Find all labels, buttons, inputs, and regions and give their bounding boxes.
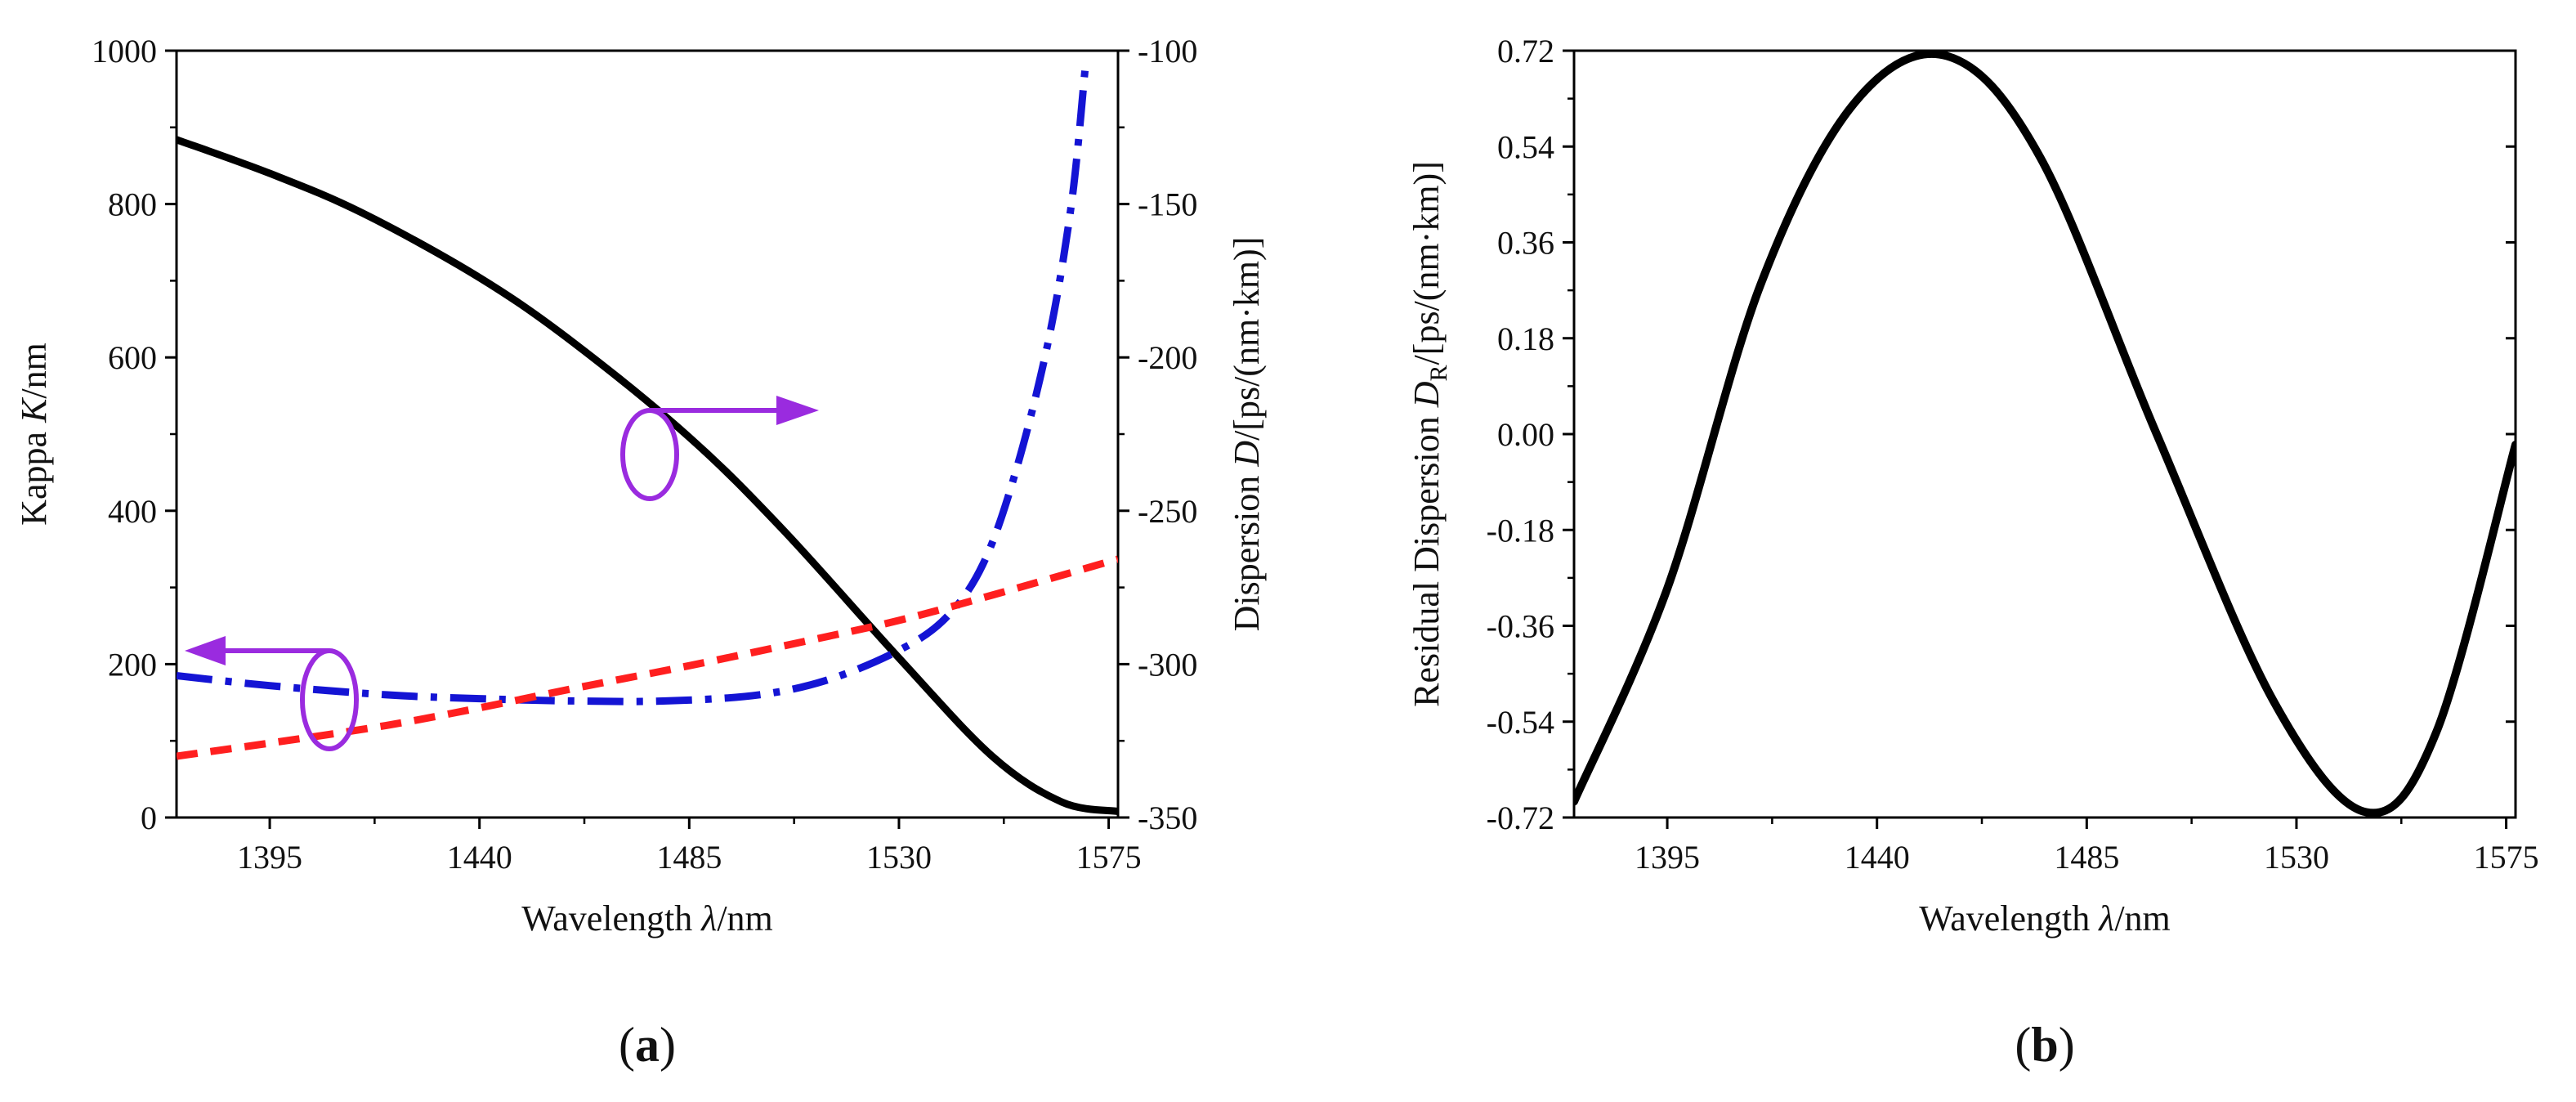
- series-kappa-red-dashed-line: [177, 555, 1118, 760]
- panel-a-y2-tick-label: -100: [1138, 33, 1197, 69]
- panel-a-x-xtick-label: 1440: [447, 839, 512, 876]
- panel-b-y-tick-label: -0.54: [1487, 704, 1554, 741]
- panel-b-y-tick-label: -0.18: [1487, 512, 1554, 549]
- panel-b-y-tick-label: -0.72: [1487, 800, 1554, 836]
- panel-b-ylabel: Residual Dispersion DR/[ps/(nm·km)]: [1407, 161, 1452, 707]
- panel-b-xlabel: Wavelength λ/nm: [1919, 898, 2171, 938]
- panel-a-y2-tick-label: -350: [1138, 800, 1197, 836]
- panel-a-y2label: Dispersion D/[ps/(nm·km)]: [1227, 237, 1267, 632]
- panel-a-x-xtick-label: 1395: [237, 839, 302, 876]
- series-kappa-blue-dashdot-line: [177, 65, 1089, 706]
- series-residual-dispersion-line: [1574, 51, 2516, 818]
- panel-b-y-tick-label: 0.54: [1497, 128, 1554, 165]
- panel-b-x-xtick-label: 1485: [2054, 839, 2119, 876]
- panel-b-y-tick-label: 0.36: [1497, 225, 1554, 262]
- panel-b-plot-area: [1574, 51, 2516, 818]
- panel-a-ylabel: Kappa K/nm: [14, 343, 54, 526]
- panel-a-y-tick-label: 200: [108, 646, 157, 683]
- arrow-right-icon: [776, 396, 819, 425]
- panel-a-label: (a): [619, 1018, 676, 1072]
- panel-a-y2-tick-label: -150: [1138, 186, 1197, 223]
- panel-a: 1395 1440 1485 1530 1575 0 200 400 600 800 1000 -35…: [14, 33, 1267, 1072]
- panel-a-y2-tick-label: -300: [1138, 646, 1197, 683]
- left-axis-marker: [185, 636, 359, 751]
- panel-a-x-xtick-label: 1575: [1076, 839, 1142, 876]
- panel-a-xlabel: Wavelength λ/nm: [521, 898, 773, 938]
- panel-a-x-xtick-label: 1485: [656, 839, 722, 876]
- panel-b-y-tick-label: -0.36: [1487, 608, 1554, 645]
- panel-a-y-tick-label: 600: [108, 339, 157, 376]
- panel-a-y2-tick-label: -250: [1138, 493, 1197, 530]
- panel-a-plot-frame: [175, 49, 1120, 819]
- panel-a-y-tick-label: 1000: [92, 33, 157, 69]
- panel-a-ticks: 1395 1440 1485 1530 1575 0 200 400 600 800 1000 -35…: [92, 33, 1197, 876]
- right-axis-marker: [620, 396, 819, 501]
- panel-b-y-tick-label: 0.18: [1497, 320, 1554, 357]
- panel-b-y-tick-label: 0.72: [1497, 33, 1554, 69]
- panel-a-y-tick-label: 400: [108, 493, 157, 530]
- panel-b-x-xtick-label: 1440: [1845, 839, 1910, 876]
- panel-a-plot-area: [177, 65, 1118, 815]
- panel-b-ticks: 1395 1440 1485 1530 1575 -0.72 -0.54 -0.36 -0.18…: [1487, 33, 2539, 876]
- arrow-left-icon: [185, 636, 226, 665]
- panel-a-y-tick-label: 800: [108, 186, 157, 223]
- panel-b-y-tick-label: 0.00: [1497, 416, 1554, 453]
- series-dispersion-black-line: [177, 136, 1118, 815]
- panel-b-x-xtick-label: 1395: [1635, 839, 1700, 876]
- panel-a-x-xtick-label: 1530: [866, 839, 932, 876]
- panel-b: 1395 1440 1485 1530 1575 -0.72 -0.54 -0.36 -0.18…: [1407, 33, 2539, 1072]
- panel-b-x-xtick-label: 1530: [2264, 839, 2329, 876]
- panel-a-y-tick-label: 0: [141, 800, 157, 836]
- panel-b-x-xtick-label: 1575: [2474, 839, 2539, 876]
- panel-a-y2-tick-label: -200: [1138, 339, 1197, 376]
- panel-b-label: (b): [2015, 1018, 2074, 1072]
